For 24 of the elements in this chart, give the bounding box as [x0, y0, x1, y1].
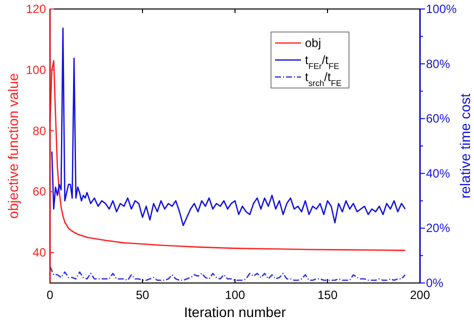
- x-tick-label: 150: [317, 288, 338, 302]
- legend-label: t$_{FEr}$/t$_{FE}$: [305, 53, 340, 71]
- x-tick-label: 100: [224, 288, 246, 302]
- legend-label: t$_{srch}$/t$_{FE}$: [305, 70, 342, 88]
- y2-tick-label: 60%: [426, 112, 450, 126]
- y-tick-label: 80: [32, 124, 46, 138]
- y2-tick-label: 0%: [426, 276, 444, 290]
- y2-tick-label: 20%: [426, 221, 450, 236]
- y-tick-label: 100: [26, 62, 46, 77]
- y2-tick-label: 100%: [426, 2, 458, 16]
- line-series: [49, 266, 406, 281]
- x-tick-label: 200: [410, 288, 430, 302]
- x-tick-label: 50: [136, 288, 150, 302]
- y2-tick-label: 40%: [426, 166, 450, 180]
- y2-tick-label: 80%: [426, 56, 450, 71]
- y-tick-label: 40: [32, 246, 46, 260]
- x-tick-label: 0: [46, 288, 54, 302]
- y2-axis-title: relative time cost: [457, 93, 473, 199]
- x-axis-title: Iteration number: [184, 304, 286, 320]
- line-series: [51, 28, 406, 226]
- y-tick-label: 60: [32, 184, 46, 199]
- y-axis-title: objective function value: [5, 73, 21, 219]
- y-tick-label: 120: [26, 2, 46, 16]
- legend-label: obj: [305, 36, 322, 50]
